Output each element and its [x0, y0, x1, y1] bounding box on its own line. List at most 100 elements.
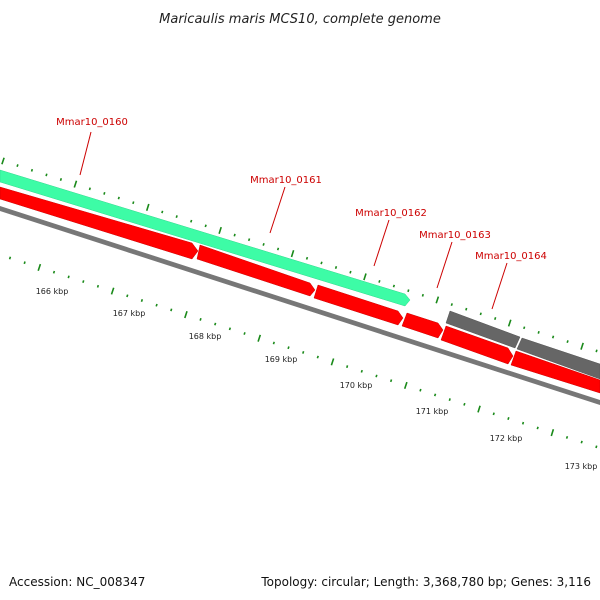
- accession-text: Accession: NC_008347: [9, 575, 145, 589]
- scale-label: 171 kbp: [416, 407, 449, 416]
- major-tick: [403, 381, 408, 390]
- minor-tick: [199, 317, 202, 321]
- gene-label[interactable]: Mmar10_0162: [355, 208, 427, 219]
- minor-tick: [465, 307, 468, 311]
- minor-tick: [140, 299, 144, 302]
- gene-bar-reverse[interactable]: [313, 284, 404, 326]
- minor-tick: [479, 312, 482, 316]
- gene-callouts: Mmar10_0160 Mmar10_0161 Mmar10_0162 Mmar…: [56, 117, 547, 310]
- minor-tick: [375, 374, 378, 378]
- major-tick: [110, 287, 115, 295]
- minor-tick: [305, 256, 309, 260]
- minor-tick: [214, 322, 217, 326]
- scale-label: 167 kbp: [113, 309, 146, 318]
- gene-label[interactable]: Mmar10_0163: [419, 230, 491, 241]
- gene-bar-other[interactable]: [445, 310, 521, 349]
- major-tick: [507, 319, 512, 327]
- minor-tick: [272, 341, 275, 345]
- minor-tick: [463, 402, 466, 406]
- minor-tick: [302, 350, 305, 354]
- minor-tick: [126, 294, 129, 298]
- minor-tick: [565, 435, 569, 439]
- minor-tick: [247, 238, 251, 242]
- minor-tick: [507, 417, 510, 420]
- gene-label[interactable]: Mmar10_0161: [250, 175, 322, 186]
- minor-tick: [595, 349, 598, 353]
- minor-tick: [349, 270, 352, 274]
- minor-tick: [316, 355, 319, 359]
- major-tick: [290, 250, 295, 258]
- minor-tick: [228, 327, 232, 331]
- minor-tick: [334, 266, 338, 269]
- minor-tick: [170, 308, 173, 312]
- minor-tick: [204, 224, 207, 228]
- minor-tick: [155, 303, 158, 307]
- minor-tick: [448, 398, 451, 402]
- minor-tick: [378, 279, 381, 283]
- scale-labels: 166 kbp 167 kbp 168 kbp 169 kbp 170 kbp …: [36, 287, 598, 471]
- gene-bar-reverse[interactable]: [510, 350, 600, 394]
- gene-bar-other[interactable]: [516, 337, 600, 380]
- outer-tick-track: [1, 157, 598, 353]
- minor-tick: [45, 173, 48, 177]
- minor-tick: [23, 261, 26, 265]
- gene-bar-forward[interactable]: [0, 169, 411, 307]
- major-tick: [257, 334, 262, 342]
- minor-tick: [262, 242, 265, 246]
- minor-tick: [536, 426, 539, 430]
- minor-tick: [52, 270, 56, 274]
- minor-tick: [595, 445, 598, 449]
- gene-bar-reverse[interactable]: [0, 186, 199, 260]
- scale-label: 168 kbp: [189, 332, 222, 341]
- minor-tick: [566, 340, 569, 344]
- genome-backbone: [0, 206, 600, 405]
- minor-tick: [421, 293, 424, 297]
- minor-tick: [392, 284, 396, 288]
- genome-summary-text: Topology: circular; Length: 3,368,780 bp…: [260, 575, 591, 589]
- major-tick: [477, 405, 481, 413]
- gene-bar-reverse[interactable]: [401, 312, 444, 339]
- minor-tick: [59, 178, 63, 181]
- minor-tick: [494, 317, 497, 320]
- minor-tick: [233, 233, 236, 237]
- scale-label: 170 kbp: [340, 381, 373, 390]
- minor-tick: [117, 196, 120, 200]
- minor-tick: [88, 187, 91, 191]
- map-title: Maricaulis maris MCS10, complete genome: [159, 12, 441, 27]
- minor-tick: [346, 365, 349, 369]
- major-tick: [435, 296, 440, 304]
- scale-label: 166 kbp: [36, 287, 69, 296]
- minor-tick: [450, 303, 453, 307]
- callout-leader: [269, 186, 286, 234]
- major-tick: [37, 263, 42, 272]
- callout-leader: [373, 219, 390, 267]
- minor-tick: [132, 201, 135, 205]
- gene-bar-reverse[interactable]: [196, 244, 316, 297]
- major-tick: [550, 429, 555, 437]
- minor-tick: [67, 275, 70, 279]
- minor-tick: [161, 210, 164, 214]
- minor-tick: [243, 332, 246, 335]
- minor-tick: [287, 346, 290, 350]
- major-tick: [218, 226, 222, 235]
- gene-label[interactable]: Mmar10_0160: [56, 117, 128, 128]
- minor-tick: [30, 168, 34, 172]
- minor-tick: [492, 412, 495, 416]
- minor-tick: [360, 369, 363, 373]
- gene-bar-reverse[interactable]: [440, 325, 514, 365]
- callout-leader: [79, 131, 92, 176]
- minor-tick: [523, 326, 526, 330]
- minor-tick: [407, 289, 410, 293]
- minor-tick: [103, 191, 106, 195]
- minor-tick: [190, 219, 193, 223]
- major-tick: [73, 180, 78, 188]
- major-tick: [330, 358, 335, 366]
- major-tick: [184, 311, 188, 319]
- minor-tick: [537, 330, 540, 334]
- gene-label[interactable]: Mmar10_0164: [475, 251, 547, 262]
- minor-tick: [419, 388, 422, 392]
- major-tick: [145, 203, 150, 211]
- minor-tick: [175, 215, 178, 219]
- minor-tick: [433, 393, 437, 397]
